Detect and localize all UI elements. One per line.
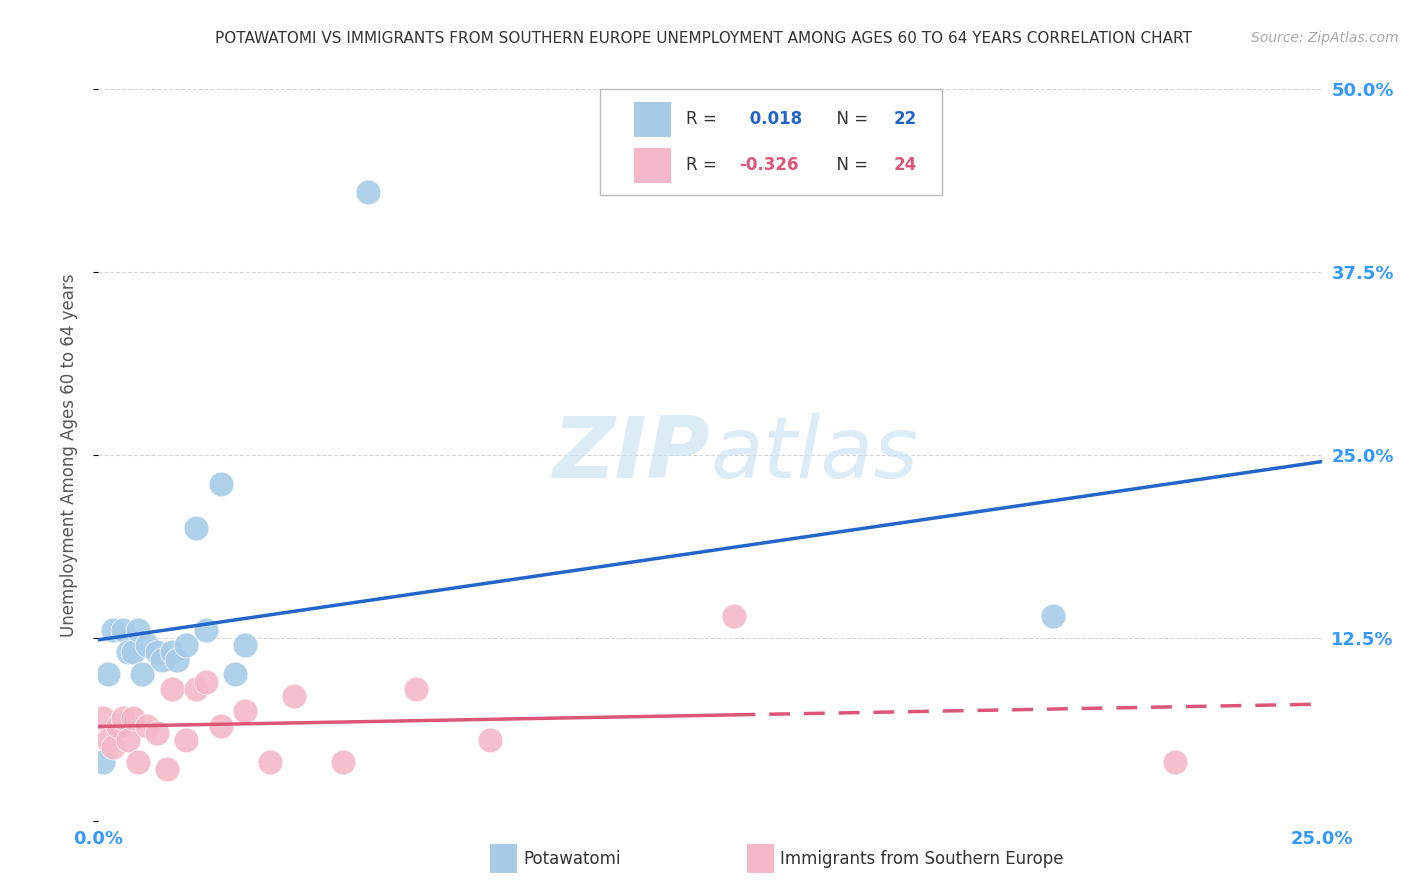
- Text: 0.018: 0.018: [744, 111, 803, 128]
- Text: ZIP: ZIP: [553, 413, 710, 497]
- Point: [156, 763, 179, 777]
- Point: [233, 704, 256, 718]
- Text: -0.326: -0.326: [740, 156, 799, 174]
- Point: [259, 755, 281, 769]
- Point: [186, 521, 208, 535]
- Point: [91, 711, 114, 725]
- Point: [723, 608, 745, 623]
- Point: [1164, 755, 1187, 769]
- Point: [97, 733, 120, 747]
- Point: [101, 740, 124, 755]
- Text: R =: R =: [686, 156, 721, 174]
- Point: [195, 674, 218, 689]
- Point: [405, 681, 427, 696]
- Point: [160, 645, 183, 659]
- Point: [111, 624, 134, 638]
- Text: 24: 24: [894, 156, 917, 174]
- Text: POTAWATOMI VS IMMIGRANTS FROM SOUTHERN EUROPE UNEMPLOYMENT AMONG AGES 60 TO 64 Y: POTAWATOMI VS IMMIGRANTS FROM SOUTHERN E…: [215, 31, 1191, 46]
- Bar: [634, 147, 671, 183]
- Bar: [489, 844, 517, 873]
- Text: N =: N =: [827, 156, 873, 174]
- Point: [332, 755, 354, 769]
- Point: [176, 638, 198, 652]
- Point: [136, 638, 159, 652]
- Point: [209, 718, 232, 732]
- Point: [101, 624, 124, 638]
- FancyBboxPatch shape: [600, 89, 942, 195]
- Point: [478, 733, 501, 747]
- Point: [146, 645, 169, 659]
- Point: [136, 718, 159, 732]
- Point: [121, 645, 143, 659]
- Bar: [634, 102, 671, 137]
- Point: [117, 645, 139, 659]
- Point: [150, 653, 173, 667]
- Text: Potawatomi: Potawatomi: [523, 850, 620, 868]
- Point: [146, 726, 169, 740]
- Text: 22: 22: [894, 111, 917, 128]
- Point: [127, 755, 149, 769]
- Point: [1042, 608, 1064, 623]
- Point: [107, 718, 129, 732]
- Text: N =: N =: [827, 111, 873, 128]
- Text: Immigrants from Southern Europe: Immigrants from Southern Europe: [780, 850, 1063, 868]
- Point: [127, 624, 149, 638]
- Point: [283, 690, 305, 704]
- Text: Source: ZipAtlas.com: Source: ZipAtlas.com: [1251, 31, 1399, 45]
- Y-axis label: Unemployment Among Ages 60 to 64 years: Unemployment Among Ages 60 to 64 years: [59, 273, 77, 637]
- Point: [233, 638, 256, 652]
- Point: [356, 185, 378, 199]
- Point: [186, 681, 208, 696]
- Point: [107, 718, 129, 732]
- Point: [195, 624, 218, 638]
- Point: [117, 733, 139, 747]
- Point: [97, 667, 120, 681]
- Point: [131, 667, 153, 681]
- Point: [176, 733, 198, 747]
- Point: [91, 755, 114, 769]
- Text: R =: R =: [686, 111, 721, 128]
- Point: [111, 711, 134, 725]
- Point: [160, 681, 183, 696]
- Point: [166, 653, 188, 667]
- Bar: [747, 844, 773, 873]
- Point: [121, 711, 143, 725]
- Text: atlas: atlas: [710, 413, 918, 497]
- Point: [209, 477, 232, 491]
- Point: [224, 667, 246, 681]
